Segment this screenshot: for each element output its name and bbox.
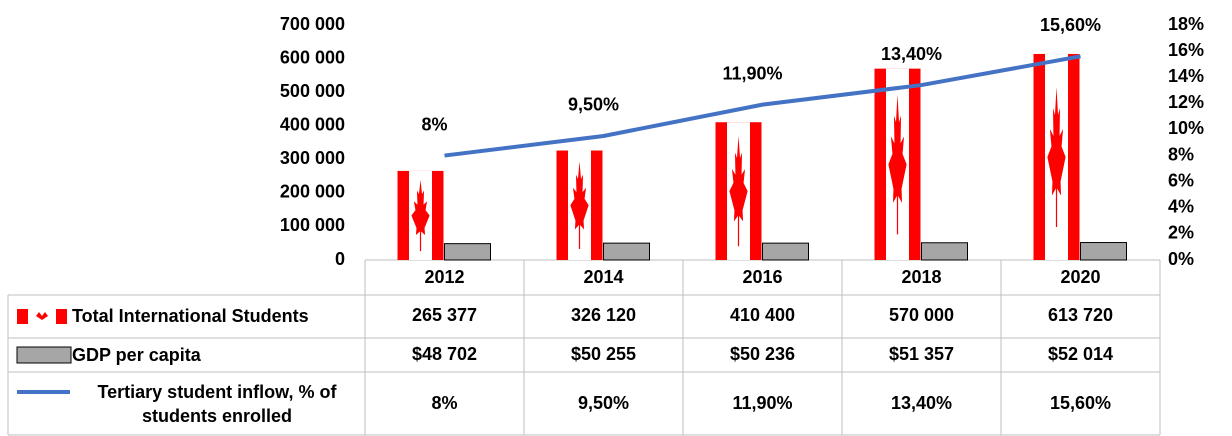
bar	[1080, 242, 1127, 261]
table-cell: $51 357	[889, 344, 954, 364]
table-cell: $50 236	[730, 344, 795, 364]
y-tick-label: 600 000	[280, 47, 345, 67]
bar	[921, 242, 968, 261]
table-cell: 326 120	[571, 305, 636, 325]
y-tick-label: 0	[335, 249, 345, 269]
line	[444, 54, 1081, 158]
bar-flag-leaf	[1047, 86, 1066, 227]
y-tick-label: 200 000	[280, 182, 345, 202]
table-cell: 410 400	[730, 305, 795, 325]
data-label: 13,40%	[881, 44, 942, 64]
x-tick-label: 2016	[742, 267, 782, 287]
y2-tick-label: 18%	[1168, 14, 1204, 34]
row-header: Total International Students	[72, 306, 309, 326]
data-label: 9,50%	[568, 95, 619, 115]
row-header: Tertiary student inflow, % of students e…	[97, 382, 337, 426]
table-cell: $52 014	[1048, 344, 1113, 364]
bar-flag-leaf	[411, 179, 430, 252]
x-tick-label: 2014	[583, 267, 623, 287]
row-header-text: GDP per capita	[72, 345, 201, 365]
bar	[603, 242, 650, 261]
y2-tick-label: 6%	[1168, 170, 1194, 190]
table-cell: 570 000	[889, 305, 954, 325]
y-tick-label: 400 000	[280, 114, 345, 134]
table-cell: 8%	[431, 393, 457, 413]
bar	[762, 242, 809, 261]
legend-key-gray	[16, 346, 72, 364]
table-cell: $50 255	[571, 344, 636, 364]
table-cell: 265 377	[412, 305, 477, 325]
table-cell: 15,60%	[1050, 393, 1111, 413]
data-label: 11,90%	[722, 63, 782, 83]
legend-key-flag	[17, 309, 67, 324]
y2-tick-label: 0%	[1168, 249, 1194, 269]
y2-tick-label: 10%	[1168, 118, 1204, 138]
bar	[444, 243, 491, 261]
bar-flag-leaf	[888, 94, 907, 235]
data-label: 8%	[421, 114, 447, 134]
x-tick-label: 2018	[901, 267, 941, 287]
y2-tick-label: 12%	[1168, 92, 1204, 112]
x-tick-label: 2012	[424, 267, 464, 287]
y-tick-label: 100 000	[280, 215, 345, 235]
y2-tick-label: 2%	[1168, 223, 1194, 243]
table-cell: 613 720	[1048, 305, 1113, 325]
y-tick-label: 300 000	[280, 148, 345, 168]
y2-tick-label: 16%	[1168, 40, 1204, 60]
y-tick-label: 500 000	[280, 81, 345, 101]
row-header-text: Tertiary student inflow, % of students e…	[97, 382, 337, 426]
table-cell: 13,40%	[891, 393, 952, 413]
bar-flag-leaf	[570, 161, 589, 250]
y2-tick-label: 4%	[1168, 197, 1194, 217]
row-header: GDP per capita	[72, 345, 201, 365]
y2-tick-label: 14%	[1168, 66, 1204, 86]
table-cell: $48 702	[412, 344, 477, 364]
table-cell: 9,50%	[578, 393, 629, 413]
y-tick-label: 700 000	[280, 14, 345, 34]
bar-flag-leaf	[729, 136, 748, 247]
row-header-text: Total International Students	[72, 306, 309, 326]
y2-tick-label: 8%	[1168, 144, 1194, 164]
x-tick-label: 2020	[1060, 267, 1100, 287]
data-label: 15,60%	[1040, 15, 1101, 35]
table-cell: 11,90%	[732, 393, 792, 413]
